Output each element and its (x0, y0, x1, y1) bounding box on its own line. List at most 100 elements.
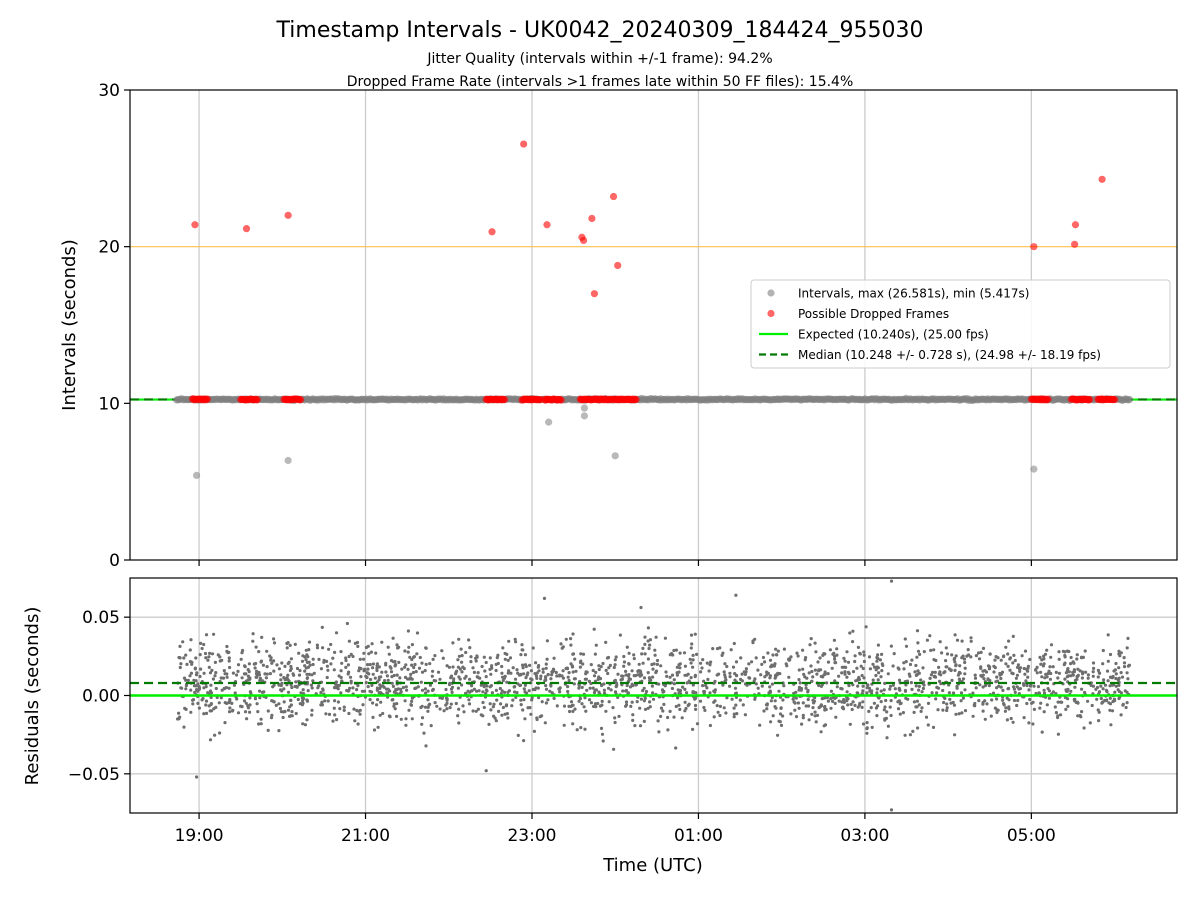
residual-point (368, 662, 372, 667)
residual-point (191, 702, 195, 706)
residual-point (1059, 713, 1063, 717)
residual-point (981, 685, 985, 689)
residual-point (948, 697, 952, 702)
residual-point (1082, 726, 1086, 730)
residual-point (862, 676, 866, 680)
residual-point (930, 691, 934, 695)
residual-point (317, 657, 321, 662)
residual-point (571, 652, 576, 656)
residual-point (236, 711, 241, 715)
residual-point (953, 668, 957, 673)
residual-point (728, 671, 732, 675)
residual-point (346, 672, 350, 676)
residual-point (290, 685, 294, 690)
residual-point (375, 703, 379, 707)
residual-point (952, 703, 957, 707)
residual-point (741, 703, 745, 707)
residual-point (643, 652, 647, 656)
residual-point (1043, 676, 1047, 680)
residual-point (690, 642, 694, 646)
residual-point (228, 697, 232, 702)
residual-point (212, 707, 216, 711)
legend-box (750, 279, 1171, 369)
residual-point (638, 706, 642, 710)
residual-point (325, 664, 329, 668)
residual-point (508, 656, 513, 660)
residual-point (248, 710, 252, 714)
residual-point (672, 678, 676, 682)
residual-point (221, 676, 226, 680)
residual-point (949, 668, 953, 673)
residual-point (255, 669, 259, 673)
residual-point (225, 644, 229, 649)
residual-point (841, 705, 845, 709)
residual-point (321, 687, 325, 691)
residual-point (1091, 670, 1095, 674)
residual-point (1103, 683, 1108, 687)
residual-point (449, 702, 453, 706)
residual-point (331, 719, 335, 723)
residual-point (935, 691, 939, 695)
top-ylabel: Intervals (seconds) (59, 239, 80, 411)
residual-point (689, 646, 693, 650)
residual-point (1113, 668, 1117, 672)
residual-point (621, 689, 625, 693)
residual-point (868, 667, 873, 671)
residual-point (458, 667, 462, 671)
residual-point (544, 676, 548, 680)
residual-point (280, 661, 284, 665)
residual-point (641, 646, 645, 651)
residual-point (818, 656, 822, 660)
residual-point (653, 648, 657, 652)
residual-point (751, 641, 755, 645)
residual-point (704, 683, 708, 688)
residual-point (193, 690, 197, 695)
residual-point (301, 722, 305, 726)
residual-point (840, 665, 844, 669)
residual-point (884, 698, 888, 703)
residual-point (814, 650, 818, 654)
residual-point (431, 688, 435, 692)
residual-point (1125, 671, 1129, 675)
residual-point (227, 710, 232, 714)
residual-point (557, 687, 562, 691)
residual-point (189, 671, 193, 675)
residual-point (974, 686, 978, 690)
residual-point (578, 660, 583, 665)
residual-point (1016, 698, 1020, 703)
residual-point (523, 683, 528, 687)
residual-point (266, 709, 270, 713)
residual-point (511, 698, 515, 702)
residual-point (928, 676, 932, 681)
interval-outlier-2 (545, 418, 553, 426)
residual-point (705, 661, 709, 665)
residual-point (426, 709, 430, 713)
residual-point (919, 709, 923, 714)
residual-point (791, 697, 795, 701)
residual-point (691, 690, 695, 695)
residual-point (331, 656, 335, 660)
residual-point (632, 653, 636, 657)
residual-point (1027, 688, 1031, 692)
residual-point (787, 675, 791, 679)
residual-point (564, 637, 568, 641)
residual-point (600, 683, 604, 688)
residual-point (654, 670, 658, 675)
residual-point (403, 699, 407, 703)
residual-point (1080, 676, 1084, 680)
residual-point (444, 687, 448, 692)
residual-point (345, 621, 349, 626)
residual-point (206, 691, 210, 695)
residual-point (533, 672, 537, 676)
residual-point (919, 678, 923, 682)
residual-point (1022, 683, 1026, 688)
residual-point (503, 690, 507, 695)
residual-point (1035, 671, 1039, 675)
residual-point (279, 678, 283, 682)
residual-point (1051, 665, 1055, 669)
residual-point (1042, 662, 1046, 666)
residual-point (1097, 671, 1101, 675)
residual-point (411, 670, 415, 675)
residual-point (650, 684, 655, 688)
dropped-frame-5 (543, 221, 551, 229)
